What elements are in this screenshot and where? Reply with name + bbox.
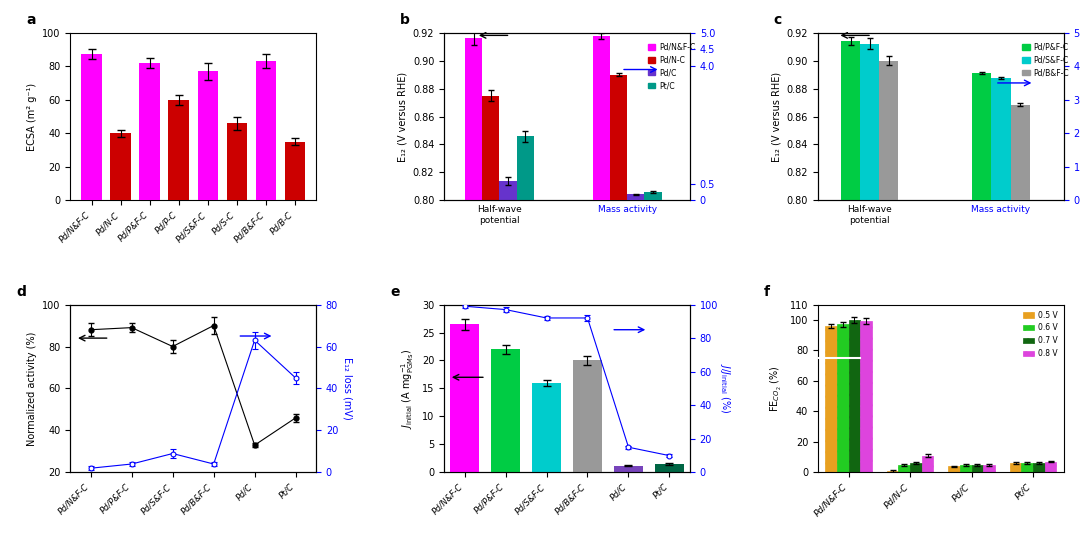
Bar [81,54,102,200]
Bar [887,471,899,472]
Bar [285,142,305,200]
Bar [1044,462,1056,472]
Legend: Pd/N&F-C, Pd/N-C, Pd/C, Pt/C: Pd/N&F-C, Pd/N-C, Pd/C, Pt/C [645,40,699,93]
Bar [879,61,899,543]
Y-axis label: $J_{\mathregular{initial}}$ (A mg$^{-1}_{\mathregular{PGMs}}$): $J_{\mathregular{initial}}$ (A mg$^{-1}_… [400,349,416,428]
Bar [921,456,933,472]
Text: e: e [390,285,400,299]
Bar [573,361,602,472]
Text: f: f [764,285,770,299]
Y-axis label: ECSA (m² g⁻¹): ECSA (m² g⁻¹) [27,83,37,150]
Bar [491,349,519,472]
Bar [256,61,275,200]
Legend: Pd/P&F-C, Pd/S&F-C, Pd/B&F-C: Pd/P&F-C, Pd/S&F-C, Pd/B&F-C [1020,40,1072,80]
Bar [972,73,991,200]
Bar [499,181,516,543]
Bar [837,324,849,472]
Bar [610,74,627,200]
Bar [627,194,645,200]
Bar [450,324,478,472]
Bar [861,321,872,472]
Y-axis label: $J/J_{\mathregular{initial}}$ (%): $J/J_{\mathregular{initial}}$ (%) [718,363,732,414]
Bar [110,133,131,200]
Bar [198,71,218,200]
Text: c: c [773,13,782,27]
Bar [615,466,643,472]
Bar [899,465,910,472]
Bar [168,100,189,200]
Bar [464,38,482,543]
Y-axis label: E₁₂ (V versus RHE): E₁₂ (V versus RHE) [771,72,781,162]
Bar [972,465,983,472]
Bar [1011,105,1029,200]
Bar [991,78,1011,200]
Y-axis label: FE$_{CO_2}$ (%): FE$_{CO_2}$ (%) [769,365,784,412]
Bar [849,320,861,472]
Bar [227,123,247,200]
Bar [860,44,879,543]
Bar [139,63,160,200]
Bar [960,465,972,472]
Bar [983,465,995,472]
Bar [532,383,561,472]
Bar [948,466,960,472]
Bar [516,136,534,543]
Text: b: b [400,13,409,27]
Bar [1034,463,1044,472]
Bar [1022,463,1034,472]
Bar [645,192,662,200]
Legend: 0.5 V, 0.6 V, 0.7 V, 0.8 V: 0.5 V, 0.6 V, 0.7 V, 0.8 V [1021,308,1059,361]
Y-axis label: Normalized activity (%): Normalized activity (%) [27,331,37,446]
Bar [841,41,860,543]
Bar [593,36,610,200]
Y-axis label: E₁₂ loss (mV): E₁₂ loss (mV) [342,357,352,420]
Text: d: d [16,285,26,299]
Bar [825,326,837,472]
Text: a: a [26,13,36,27]
Bar [656,464,684,472]
Bar [1010,463,1022,472]
Bar [910,463,921,472]
Y-axis label: E₁₂ (V versus RHE): E₁₂ (V versus RHE) [397,72,407,162]
Bar [482,96,499,543]
